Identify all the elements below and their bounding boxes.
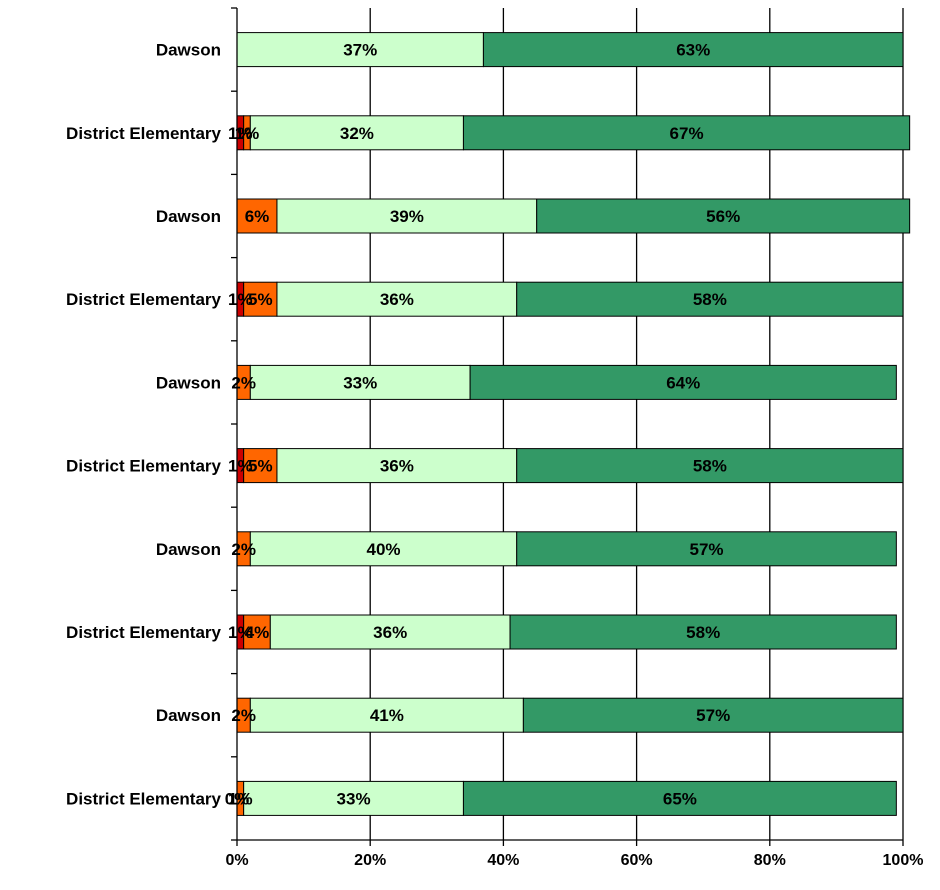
category-label: Dawson [156, 41, 221, 60]
data-label: 57% [696, 706, 730, 725]
data-label: 4% [245, 623, 270, 642]
data-label: 58% [686, 623, 720, 642]
x-tick-label: 40% [487, 852, 519, 869]
bar-segment [516, 531, 897, 567]
data-label: 5% [248, 457, 273, 476]
x-tick-label: 60% [621, 852, 653, 869]
data-label: 5% [248, 290, 273, 309]
bar-segment [462, 115, 911, 151]
data-label: 1% [228, 290, 253, 309]
data-label: 2% [231, 373, 256, 392]
x-tick-label: 0% [225, 852, 248, 869]
bar-segment [276, 281, 518, 317]
bar-segment [249, 364, 471, 400]
data-label: 63% [676, 41, 710, 60]
data-label: 36% [380, 290, 414, 309]
data-label: 39% [390, 207, 424, 226]
category-label: District Elementary [66, 789, 221, 808]
category-label: Dawson [156, 207, 221, 226]
data-label: 64% [666, 373, 700, 392]
data-label: 1% [228, 124, 253, 143]
data-label: 32% [340, 124, 374, 143]
category-label: District Elementary [66, 623, 221, 642]
data-label: 1% [228, 457, 253, 476]
category-label: Dawson [156, 373, 221, 392]
data-labels: 37% 63%1%1% 32% 67%6% 39% 56%1%5% 36% 58%2% 33% 6… [225, 41, 740, 809]
data-label: 33% [343, 373, 377, 392]
category-label: Dawson [156, 706, 221, 725]
x-tick-label: 100% [883, 852, 924, 869]
data-label: 1% [235, 124, 260, 143]
axes: 0% 20% 40% 60% 80% 100% Dawson District Element… [66, 7, 924, 869]
data-label: 58% [693, 457, 727, 476]
data-label: 33% [337, 789, 371, 808]
data-label: 1% [228, 623, 253, 642]
bar-segment [243, 780, 464, 816]
data-label: 40% [367, 540, 401, 559]
data-label: 57% [690, 540, 724, 559]
data-label: 41% [370, 706, 404, 725]
data-label: 37% [343, 41, 377, 60]
data-label: 6% [245, 207, 270, 226]
bar-segment [462, 780, 897, 816]
data-label: 56% [706, 207, 740, 226]
category-label: District Elementary [66, 457, 221, 476]
bar-segment [249, 697, 524, 733]
bar-segment [269, 614, 511, 650]
bar-segment [243, 614, 271, 650]
bar-segment [243, 281, 278, 317]
category-label: District Elementary [66, 290, 221, 309]
bar-segment [516, 448, 904, 484]
category-label: District Elementary [66, 124, 221, 143]
bar-segment [249, 531, 518, 567]
category-label: Dawson [156, 540, 221, 559]
x-tick-label: 20% [354, 852, 386, 869]
data-label: 36% [373, 623, 407, 642]
data-label: 65% [663, 789, 697, 808]
bar-segment [516, 281, 904, 317]
bars [236, 32, 911, 816]
data-label: 1% [228, 789, 253, 808]
x-tick-label: 80% [754, 852, 786, 869]
bar-segment [482, 32, 904, 68]
bar-segment [236, 32, 484, 68]
data-label: 2% [231, 540, 256, 559]
data-label: 67% [670, 124, 704, 143]
bar-segment [536, 198, 911, 234]
bar-segment [522, 697, 904, 733]
data-label: 58% [693, 290, 727, 309]
bar-segment [249, 115, 464, 151]
data-label: 2% [231, 706, 256, 725]
data-label: 36% [380, 457, 414, 476]
bar-segment [469, 364, 897, 400]
bar-segment [509, 614, 897, 650]
